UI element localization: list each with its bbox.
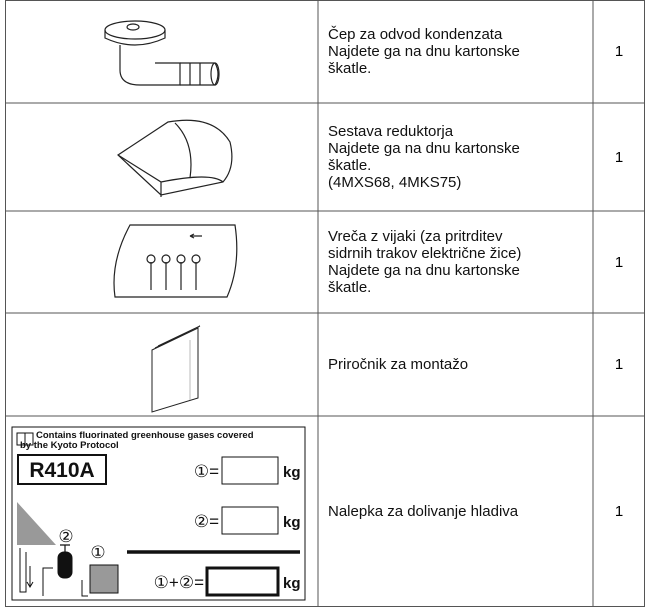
description-line: sidrnih trakov električne žice) [328,245,522,262]
label-notice: by the Kyoto Protocol [20,440,119,451]
line-unit: kg [283,575,301,592]
quantity: 1 [614,43,624,60]
description: Vreča z vijaki (za pritrditev sidrnih tra… [328,211,590,313]
line-prefix: ①= [194,462,219,481]
marker: ① [90,543,105,562]
description-line: škatle. [328,279,372,296]
description-line: Sestava reduktorja [328,123,454,140]
quantity: 1 [614,148,624,166]
description-line: škatle. [328,60,372,77]
description: Priročnik za montažo [328,313,590,416]
quantity: 1 [614,253,624,271]
description-line: Priročnik za montažo [328,356,469,373]
description-line: Vreča z vijaki (za pritrditev [328,228,503,245]
line-prefix: ②= [194,512,219,531]
refrigerant: R410A [29,459,94,482]
description-line: Nalepka za dolivanje hladiva [328,503,519,520]
description-line: škatle. [328,157,372,174]
line-unit: kg [283,464,301,481]
description-line: Najdete ga na dnu kartonske [328,262,520,279]
description: Sestava reduktorja Najdete ga na dnu kart… [328,103,590,211]
description-line: Najdete ga na dnu kartonske [328,140,520,157]
label-notice: Contains fluorinated greenhouse gases co… [36,430,254,441]
description-line: Čep za odvod kondenzata [328,26,503,43]
description: Čep za odvod kondenzata Najdete ga na dnu… [328,0,590,103]
line-unit: kg [283,514,301,531]
description: Nalepka za dolivanje hladiva [328,416,590,607]
description-line: Najdete ga na dnu kartonske [328,43,520,60]
quantity: 1 [614,503,624,520]
description-line: (4MXS68, 4MKS75) [328,174,462,191]
quantity: 1 [614,356,624,373]
line-prefix: ①+②= [154,573,204,592]
marker: ② [58,527,73,546]
